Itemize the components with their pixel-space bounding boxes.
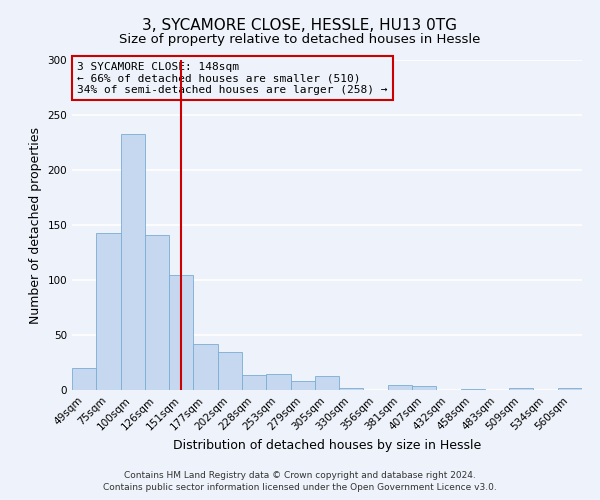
- Bar: [169, 274, 193, 390]
- Bar: [412, 386, 436, 390]
- Bar: [558, 388, 582, 390]
- Bar: [509, 388, 533, 390]
- Text: Contains HM Land Registry data © Crown copyright and database right 2024.
Contai: Contains HM Land Registry data © Crown c…: [103, 471, 497, 492]
- Bar: [121, 134, 145, 390]
- Bar: [290, 381, 315, 390]
- Bar: [461, 389, 485, 390]
- Bar: [339, 388, 364, 390]
- Text: 3, SYCAMORE CLOSE, HESSLE, HU13 0TG: 3, SYCAMORE CLOSE, HESSLE, HU13 0TG: [143, 18, 458, 32]
- Y-axis label: Number of detached properties: Number of detached properties: [29, 126, 42, 324]
- Bar: [72, 368, 96, 390]
- Bar: [242, 374, 266, 390]
- Bar: [315, 376, 339, 390]
- Text: 3 SYCAMORE CLOSE: 148sqm
← 66% of detached houses are smaller (510)
34% of semi-: 3 SYCAMORE CLOSE: 148sqm ← 66% of detach…: [77, 62, 388, 95]
- Bar: [266, 374, 290, 390]
- Bar: [193, 344, 218, 390]
- Bar: [388, 384, 412, 390]
- Bar: [218, 352, 242, 390]
- X-axis label: Distribution of detached houses by size in Hessle: Distribution of detached houses by size …: [173, 438, 481, 452]
- Bar: [96, 232, 121, 390]
- Text: Size of property relative to detached houses in Hessle: Size of property relative to detached ho…: [119, 32, 481, 46]
- Bar: [145, 235, 169, 390]
